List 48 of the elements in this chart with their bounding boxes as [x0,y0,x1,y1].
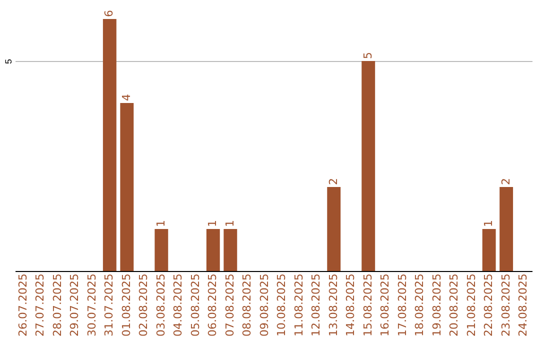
x-tick-label: 29.07.2025 [68,274,82,336]
bar [154,229,168,271]
x-tick-label: 24.08.2025 [516,274,530,336]
x-tick-label: 02.08.2025 [137,274,150,336]
x-tick-label: 04.08.2025 [172,274,185,336]
data-label: 1 [154,220,168,227]
x-tick-label: 27.07.2025 [34,274,47,336]
data-label: 5 [361,52,374,59]
x-tick-label: 20.08.2025 [448,274,461,336]
bar [120,103,134,271]
x-tick-label: 22.08.2025 [482,274,496,336]
x-tick-label: 19.08.2025 [430,274,444,336]
x-tick-label: 16.08.2025 [378,274,392,336]
data-label: 1 [482,220,496,227]
x-tick-label: 10.08.2025 [275,274,288,336]
x-tick-label: 12.08.2025 [310,274,323,336]
x-tick-label: 01.08.2025 [120,274,133,336]
bar [327,187,341,271]
data-label: 4 [120,94,133,101]
data-label: 6 [102,10,116,17]
bar [362,61,376,271]
data-label: 2 [499,178,512,185]
x-tick-label: 09.08.2025 [258,274,271,336]
x-tick-label: 05.08.2025 [188,274,202,336]
x-tick-label: 18.08.2025 [413,274,426,336]
x-tick-label: 15.08.2025 [361,274,374,336]
bar [224,229,238,271]
data-label: 1 [223,220,236,227]
bar [482,229,496,271]
x-tick-label: 07.08.2025 [223,274,236,336]
x-tick-label: 28.07.2025 [50,274,64,336]
x-tick-label: 13.08.2025 [326,274,340,336]
x-tick-label: 23.08.2025 [499,274,512,336]
data-label: 2 [326,178,340,185]
data-label: 1 [206,220,220,227]
x-tick-label: 11.08.2025 [292,274,306,336]
x-tick-label: 30.07.2025 [85,274,98,336]
x-tick-label: 26.07.2025 [16,274,30,336]
x-tick-label: 31.07.2025 [102,274,116,336]
x-tick-label: 08.08.2025 [240,274,254,336]
x-tick-label: 03.08.2025 [154,274,168,336]
x-tick-label: 14.08.2025 [344,274,358,336]
x-tick-label: 17.08.2025 [396,274,409,336]
bar [500,187,514,271]
x-tick-label: 21.08.2025 [464,274,478,336]
x-tick-label: 06.08.2025 [206,274,220,336]
bar [206,229,220,271]
bar [102,19,116,271]
